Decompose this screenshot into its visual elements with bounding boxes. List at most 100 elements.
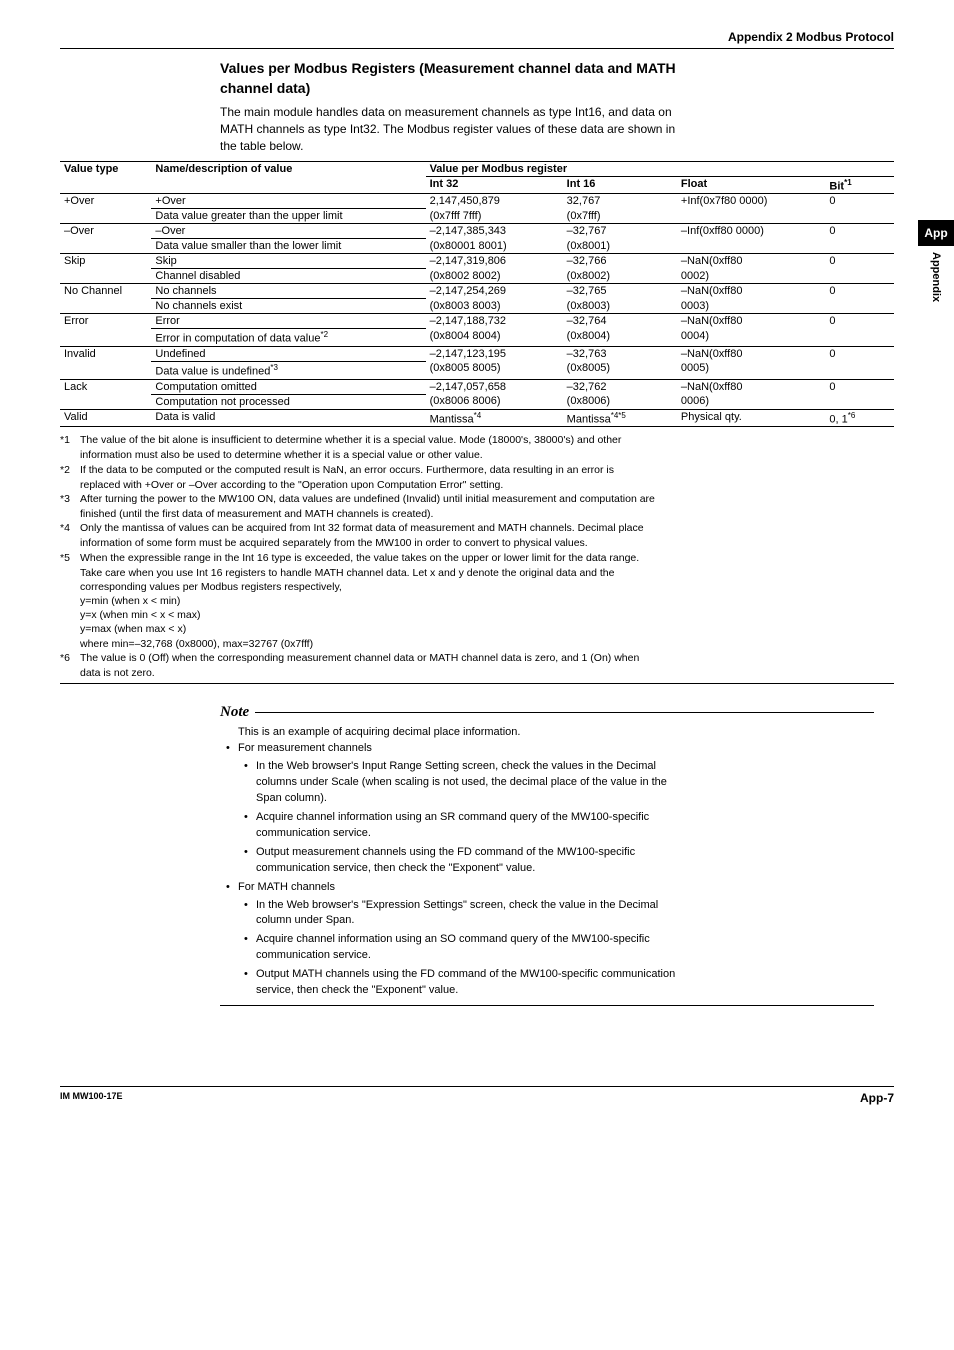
note-m1: In the Web browser's Input Range Setting… <box>238 759 874 807</box>
r1-c2b: (0x80001 8001) <box>426 239 563 254</box>
r2-c4b: 0002) <box>677 269 826 284</box>
note-intro: This is an example of acquiring decimal … <box>238 725 874 741</box>
rv-c2-sup: *4 <box>474 411 482 420</box>
fn1-mark: *1 <box>60 433 80 447</box>
note-m2: Acquire channel information using an SR … <box>238 810 874 842</box>
r2-c1a: Skip <box>151 254 425 269</box>
fn5-l3: corresponding values per Modbus register… <box>80 580 894 594</box>
note-block: Note This is an example of acquiring dec… <box>220 704 874 1006</box>
r3-c1b: No channels exist <box>151 299 425 314</box>
th-int32: Int 32 <box>426 176 563 194</box>
r1-c1b: Data value smaller than the lower limit <box>151 239 425 254</box>
r6-c3a: –32,762 <box>563 379 677 394</box>
r0-c2b: (0x7fff 7fff) <box>426 209 563 224</box>
fn6-mark: *6 <box>60 651 80 665</box>
r4-c4a: –NaN(0xff80 <box>677 314 826 329</box>
section-title: Values per Modbus Registers (Measurement… <box>220 59 894 98</box>
fn5-mark: *5 <box>60 551 80 565</box>
fn5-l6: y=max (when max < x) <box>80 622 894 636</box>
note-math2-l1: Acquire channel information using an SO … <box>256 933 650 945</box>
th-value-type: Value type <box>60 161 151 194</box>
fn2-l1: If the data to be computed or the comput… <box>80 464 614 476</box>
fn6-l1: The value is 0 (Off) when the correspond… <box>80 652 639 664</box>
r1-c0: –Over <box>60 224 151 239</box>
r4-c4b: 0004) <box>677 329 826 347</box>
r5-c4a: –NaN(0xff80 <box>677 346 826 361</box>
fn5-l7: where min=–32,768 (0x8000), max=32767 (0… <box>80 637 894 651</box>
fn2-l2: replaced with +Over or –Over according t… <box>80 478 894 492</box>
r2-c4a: –NaN(0xff80 <box>677 254 826 269</box>
rv-c5-sup: *6 <box>848 411 856 420</box>
r0-c0: +Over <box>60 194 151 209</box>
r2-c1b: Channel disabled <box>151 269 425 284</box>
note-header: Note <box>220 704 874 721</box>
r3-c0: No Channel <box>60 284 151 299</box>
r2-c3b: (0x8002) <box>563 269 677 284</box>
note-math-head: For MATH channels <box>238 880 874 896</box>
r4-c3a: –32,764 <box>563 314 677 329</box>
rv-c2: Mantissa*4 <box>426 409 563 427</box>
r6-c2b: (0x8006 8006) <box>426 394 563 409</box>
rv-c2-text: Mantissa <box>430 413 474 425</box>
rv-c4: Physical qty. <box>677 409 826 427</box>
r5-c1a: Undefined <box>151 346 425 361</box>
side-tab-box: App <box>918 220 954 246</box>
r3-c3b: (0x8003) <box>563 299 677 314</box>
fn5-l2: Take care when you use Int 16 registers … <box>80 566 894 580</box>
fn1-l1: The value of the bit alone is insufficie… <box>80 434 621 446</box>
r6-c5: 0 <box>825 379 894 394</box>
r1-c3a: –32,767 <box>563 224 677 239</box>
fn5-l5: y=x (when min < x < max) <box>80 608 894 622</box>
r5-c1b-sup: *3 <box>270 363 278 372</box>
note-m1-l2: columns under Scale (when scaling is not… <box>256 776 667 788</box>
footer-right: App-7 <box>860 1091 894 1105</box>
r3-c4a: –NaN(0xff80 <box>677 284 826 299</box>
note-math3-l1: Output MATH channels using the FD comman… <box>256 968 675 980</box>
r5-c1b: Data value is undefined*3 <box>151 361 425 379</box>
th-bit: Bit*1 <box>825 176 894 194</box>
fn6-l2: data is not zero. <box>80 666 894 680</box>
r2-c2b: (0x8002 8002) <box>426 269 563 284</box>
footnotes-rule <box>60 683 894 684</box>
rv-c5-text: 0, 1 <box>829 413 847 425</box>
note-m1-l3: Span column). <box>256 792 327 804</box>
r0-c1a: +Over <box>151 194 425 209</box>
r5-c4b: 0005) <box>677 361 826 379</box>
fn3-mark: *3 <box>60 492 80 506</box>
th-float: Float <box>677 176 826 194</box>
note-math1-l1: In the Web browser's "Expression Setting… <box>256 899 658 911</box>
fn3-l1: After turning the power to the MW100 ON,… <box>80 493 655 505</box>
fn4-l1: Only the mantissa of values can be acqui… <box>80 522 644 534</box>
r5-c0: Invalid <box>60 346 151 361</box>
section-title-line1: Values per Modbus Registers (Measurement… <box>220 60 676 76</box>
r0-c5: 0 <box>825 194 894 209</box>
th-name-desc: Name/description of value <box>151 161 425 194</box>
r5-c5: 0 <box>825 346 894 361</box>
r6-c1b: Computation not processed <box>151 394 425 409</box>
r1-c2a: –2,147,385,343 <box>426 224 563 239</box>
note-math2-l2: communication service. <box>256 949 371 961</box>
note-m3: Output measurement channels using the FD… <box>238 845 874 877</box>
r4-c3b: (0x8004) <box>563 329 677 347</box>
rv-c3-sup: *4*5 <box>611 411 626 420</box>
fn1-l2: information must also be used to determi… <box>80 448 894 462</box>
rv-c3: Mantissa*4*5 <box>563 409 677 427</box>
r3-c3a: –32,765 <box>563 284 677 299</box>
page-header-title: Appendix 2 Modbus Protocol <box>60 30 894 48</box>
r5-c2a: –2,147,123,195 <box>426 346 563 361</box>
intro-line3: the table below. <box>220 139 303 153</box>
th-bit-text: Bit <box>829 180 844 192</box>
fn4-mark: *4 <box>60 521 80 535</box>
note-measurement-head: For measurement channels <box>238 741 874 757</box>
r6-c4b: 0006) <box>677 394 826 409</box>
side-tab: App Appendix <box>918 220 954 302</box>
r6-c1a: Computation omitted <box>151 379 425 394</box>
r6-c0: Lack <box>60 379 151 394</box>
side-tab-label: Appendix <box>930 252 942 302</box>
r4-c5: 0 <box>825 314 894 329</box>
note-math2: Acquire channel information using an SO … <box>238 932 874 964</box>
r3-c4b: 0003) <box>677 299 826 314</box>
r5-c1b-text: Data value is undefined <box>155 366 270 378</box>
r0-c4a: +Inf(0x7f80 0000) <box>677 194 826 209</box>
rv-c0: Valid <box>60 409 151 427</box>
